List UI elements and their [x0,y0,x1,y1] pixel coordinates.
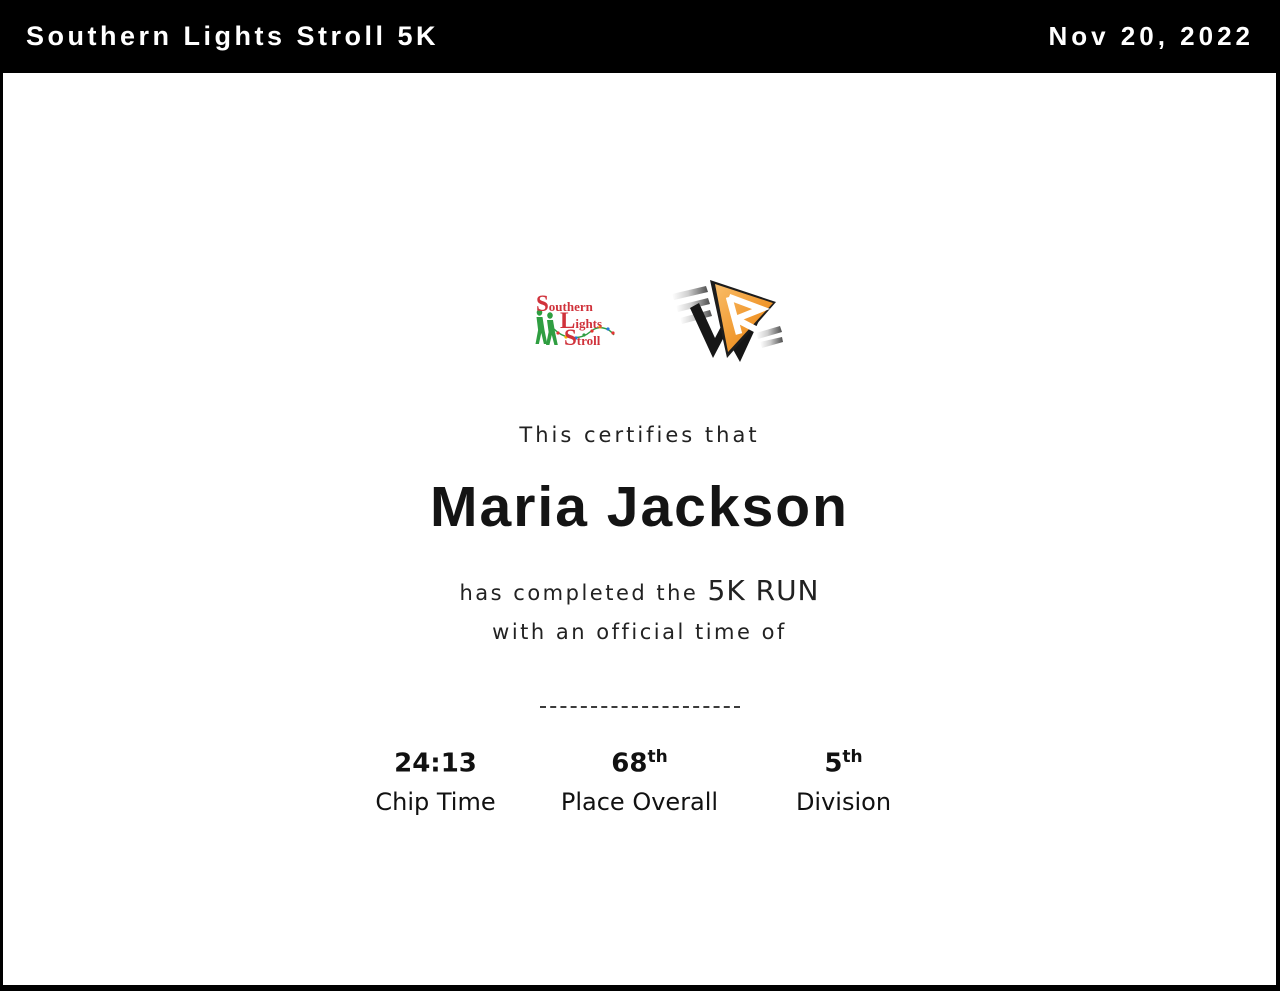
logo-line2-rest: ights [575,316,602,331]
header-bar: Southern Lights Stroll 5K Nov 20, 2022 [0,0,1280,73]
logo-line1-initial: S [536,291,549,316]
time-placeholder-line [539,706,740,708]
timing-logo-icon [672,280,783,362]
svg-text:Stroll: Stroll [564,325,601,350]
stats-row: 24:13 Chip Time 68th Place Overall 5th D… [3,741,1276,817]
certificate-sheet: Southern Lights Stroll [3,73,1276,985]
place-overall-number: 68 [611,748,648,779]
event-logo-icon: Southern Lights Stroll [535,291,615,350]
division-suffix: th [842,747,863,767]
completed-prefix: has completed the [459,581,699,605]
place-overall-value: 68th [538,741,742,780]
event-logo-text: Southern Lights Stroll [536,291,602,350]
event-title: Southern Lights Stroll 5K [26,21,440,51]
logo-row: Southern Lights Stroll [17,73,1276,366]
stat-division: 5th Division [742,741,946,817]
event-date: Nov 20, 2022 [1048,21,1254,51]
letter-r-triangle-icon [710,280,776,358]
logo-line1-rest: outhern [549,299,594,314]
place-overall-suffix: th [647,747,668,767]
runner-name: Maria Jackson [430,475,849,539]
division-label: Division [795,787,892,816]
svg-text:Southern: Southern [536,291,594,316]
logo-line2-initial: L [560,308,575,333]
stat-place-overall: 68th Place Overall [538,741,742,817]
division-number: 5 [824,748,843,779]
logo-line3-initial: S [564,325,577,350]
official-time-line: with an official time of [492,620,787,644]
light-string-icon [553,325,615,340]
stat-chip-time: 24:13 Chip Time [334,741,538,817]
completed-line: has completed the 5K RUN [3,574,1276,610]
chip-time-value: 24:13 [334,741,538,780]
division-value: 5th [742,741,946,780]
walking-figures-icon [535,309,558,345]
certify-line: This certifies that [519,423,760,447]
place-overall-label: Place Overall [560,787,719,816]
logo-line3-rest: troll [577,333,601,348]
wing-stripes-icon [672,286,712,324]
chip-time-label: Chip Time [375,787,496,816]
chip-time-number: 24:13 [394,748,477,779]
race-name: 5K RUN [707,574,820,607]
tail-stripes-icon [756,326,783,348]
svg-text:Lights: Lights [560,308,602,333]
